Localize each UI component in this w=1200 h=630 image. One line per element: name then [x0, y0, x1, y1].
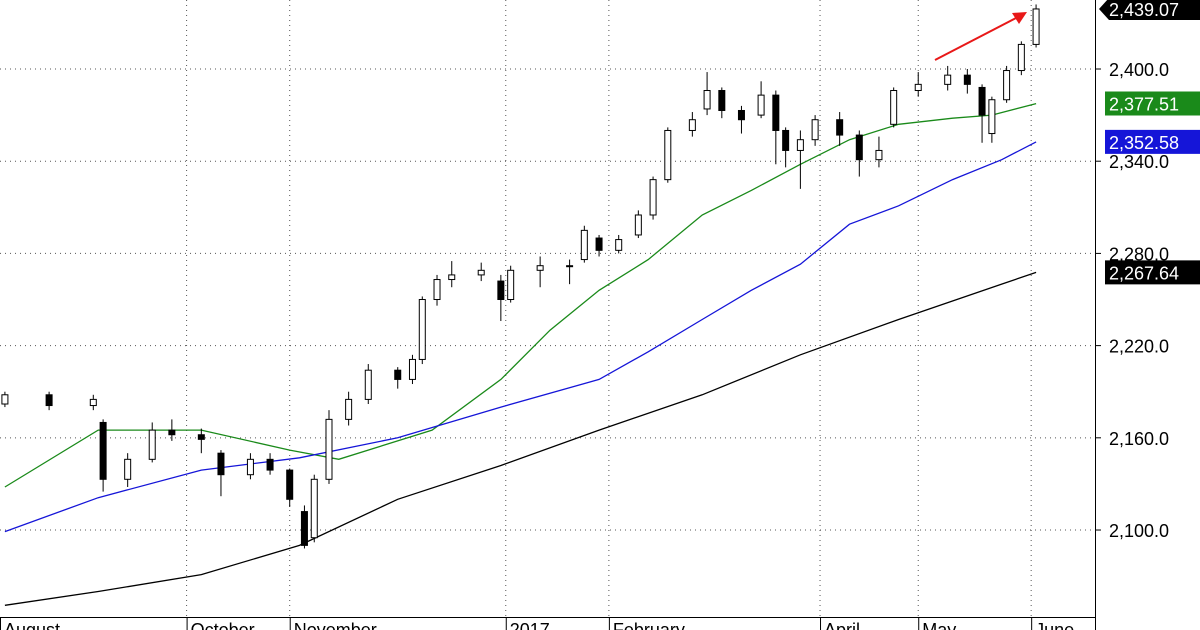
- candle-body: [310, 478, 318, 539]
- candle-body: [772, 94, 780, 131]
- candle-body: [615, 239, 623, 251]
- candle-body: [168, 429, 176, 436]
- price-tag: [1105, 260, 1200, 285]
- y-tick-label: 2,160.0: [1109, 429, 1169, 449]
- x-tick-label: August: [4, 620, 60, 630]
- candle-body: [737, 109, 745, 121]
- candle-body: [99, 421, 107, 480]
- candle-body: [890, 90, 898, 125]
- candle-body: [477, 269, 485, 276]
- candle-body: [855, 134, 863, 161]
- candle-body: [364, 369, 372, 400]
- candle-body: [688, 119, 696, 131]
- candle-body: [433, 279, 441, 301]
- candle-body: [507, 269, 515, 301]
- moving-average-line: [4, 141, 1037, 533]
- y-tick-label: 2,340.0: [1109, 152, 1169, 172]
- candle-body: [497, 280, 505, 301]
- candle-body: [718, 90, 726, 111]
- price-tag-label: 2,439.07: [1109, 0, 1179, 20]
- candle-body: [836, 119, 844, 136]
- candle-body: [345, 398, 353, 420]
- candle-body: [266, 458, 274, 471]
- y-tick-label: 2,220.0: [1109, 337, 1169, 357]
- candle-body: [796, 139, 804, 151]
- candle-body: [978, 86, 986, 116]
- candle-body: [566, 265, 574, 268]
- moving-average-line: [4, 271, 1037, 606]
- candle-body: [217, 452, 225, 476]
- candle-body: [536, 265, 544, 271]
- plot: 2,100.0 2,160.0 2,220.0 2,280.0 2,340.0 2,400…: [0, 0, 1169, 630]
- annotation-arrow: [934, 16, 1019, 61]
- annotation-arrow-head: [1012, 12, 1027, 24]
- price-tag-label: 2,267.64: [1109, 263, 1179, 283]
- candle-body: [703, 90, 711, 110]
- candle-body: [811, 119, 819, 141]
- candle-body: [448, 274, 456, 281]
- price-tag: [1099, 0, 1200, 20]
- x-tick-label: November: [294, 620, 377, 630]
- candle-body: [580, 229, 588, 261]
- candle-body: [124, 458, 132, 480]
- candle-body: [1, 394, 9, 405]
- candle-body: [197, 434, 205, 440]
- x-tick-label: February: [613, 620, 685, 630]
- x-tick-label: April: [824, 620, 860, 630]
- candle-body: [944, 74, 952, 85]
- candle-body: [1032, 8, 1040, 45]
- x-tick-label: October: [191, 620, 255, 630]
- candle-body: [782, 129, 790, 151]
- candle-body: [246, 458, 254, 476]
- price-tag-label: 2,377.51: [1109, 95, 1179, 115]
- candle-body: [664, 129, 672, 181]
- candle-body: [595, 237, 603, 251]
- candle-body: [148, 429, 156, 460]
- candle-body: [757, 94, 765, 116]
- candle-body: [286, 469, 294, 500]
- candle-body: [963, 74, 971, 85]
- candle-body: [408, 358, 416, 380]
- y-tick-label: 2,280.0: [1109, 244, 1169, 264]
- candle-body: [914, 83, 922, 92]
- candle-body: [300, 511, 308, 546]
- y-tick-label: 2,400.0: [1109, 60, 1169, 80]
- candle-body: [988, 99, 996, 135]
- candle-body: [89, 398, 97, 407]
- price-tag: [1105, 129, 1200, 154]
- candle-body: [649, 179, 657, 216]
- price-tag-label: 2,352.58: [1109, 133, 1179, 153]
- candle-body: [1017, 43, 1025, 72]
- candle-body: [325, 418, 333, 480]
- candle-body: [875, 149, 883, 161]
- moving-average-line: [4, 102, 1037, 488]
- candle-body: [394, 369, 402, 380]
- x-tick-label: 2017: [510, 620, 550, 630]
- candle-body: [634, 214, 642, 236]
- y-tick-label: 2,100.0: [1109, 521, 1169, 541]
- candle-body: [418, 299, 426, 360]
- candle-body: [45, 394, 53, 407]
- x-tick-label: May: [922, 620, 956, 630]
- candle-body: [1003, 70, 1011, 101]
- price-tag: [1105, 91, 1200, 116]
- x-tick-label: June: [1035, 620, 1074, 630]
